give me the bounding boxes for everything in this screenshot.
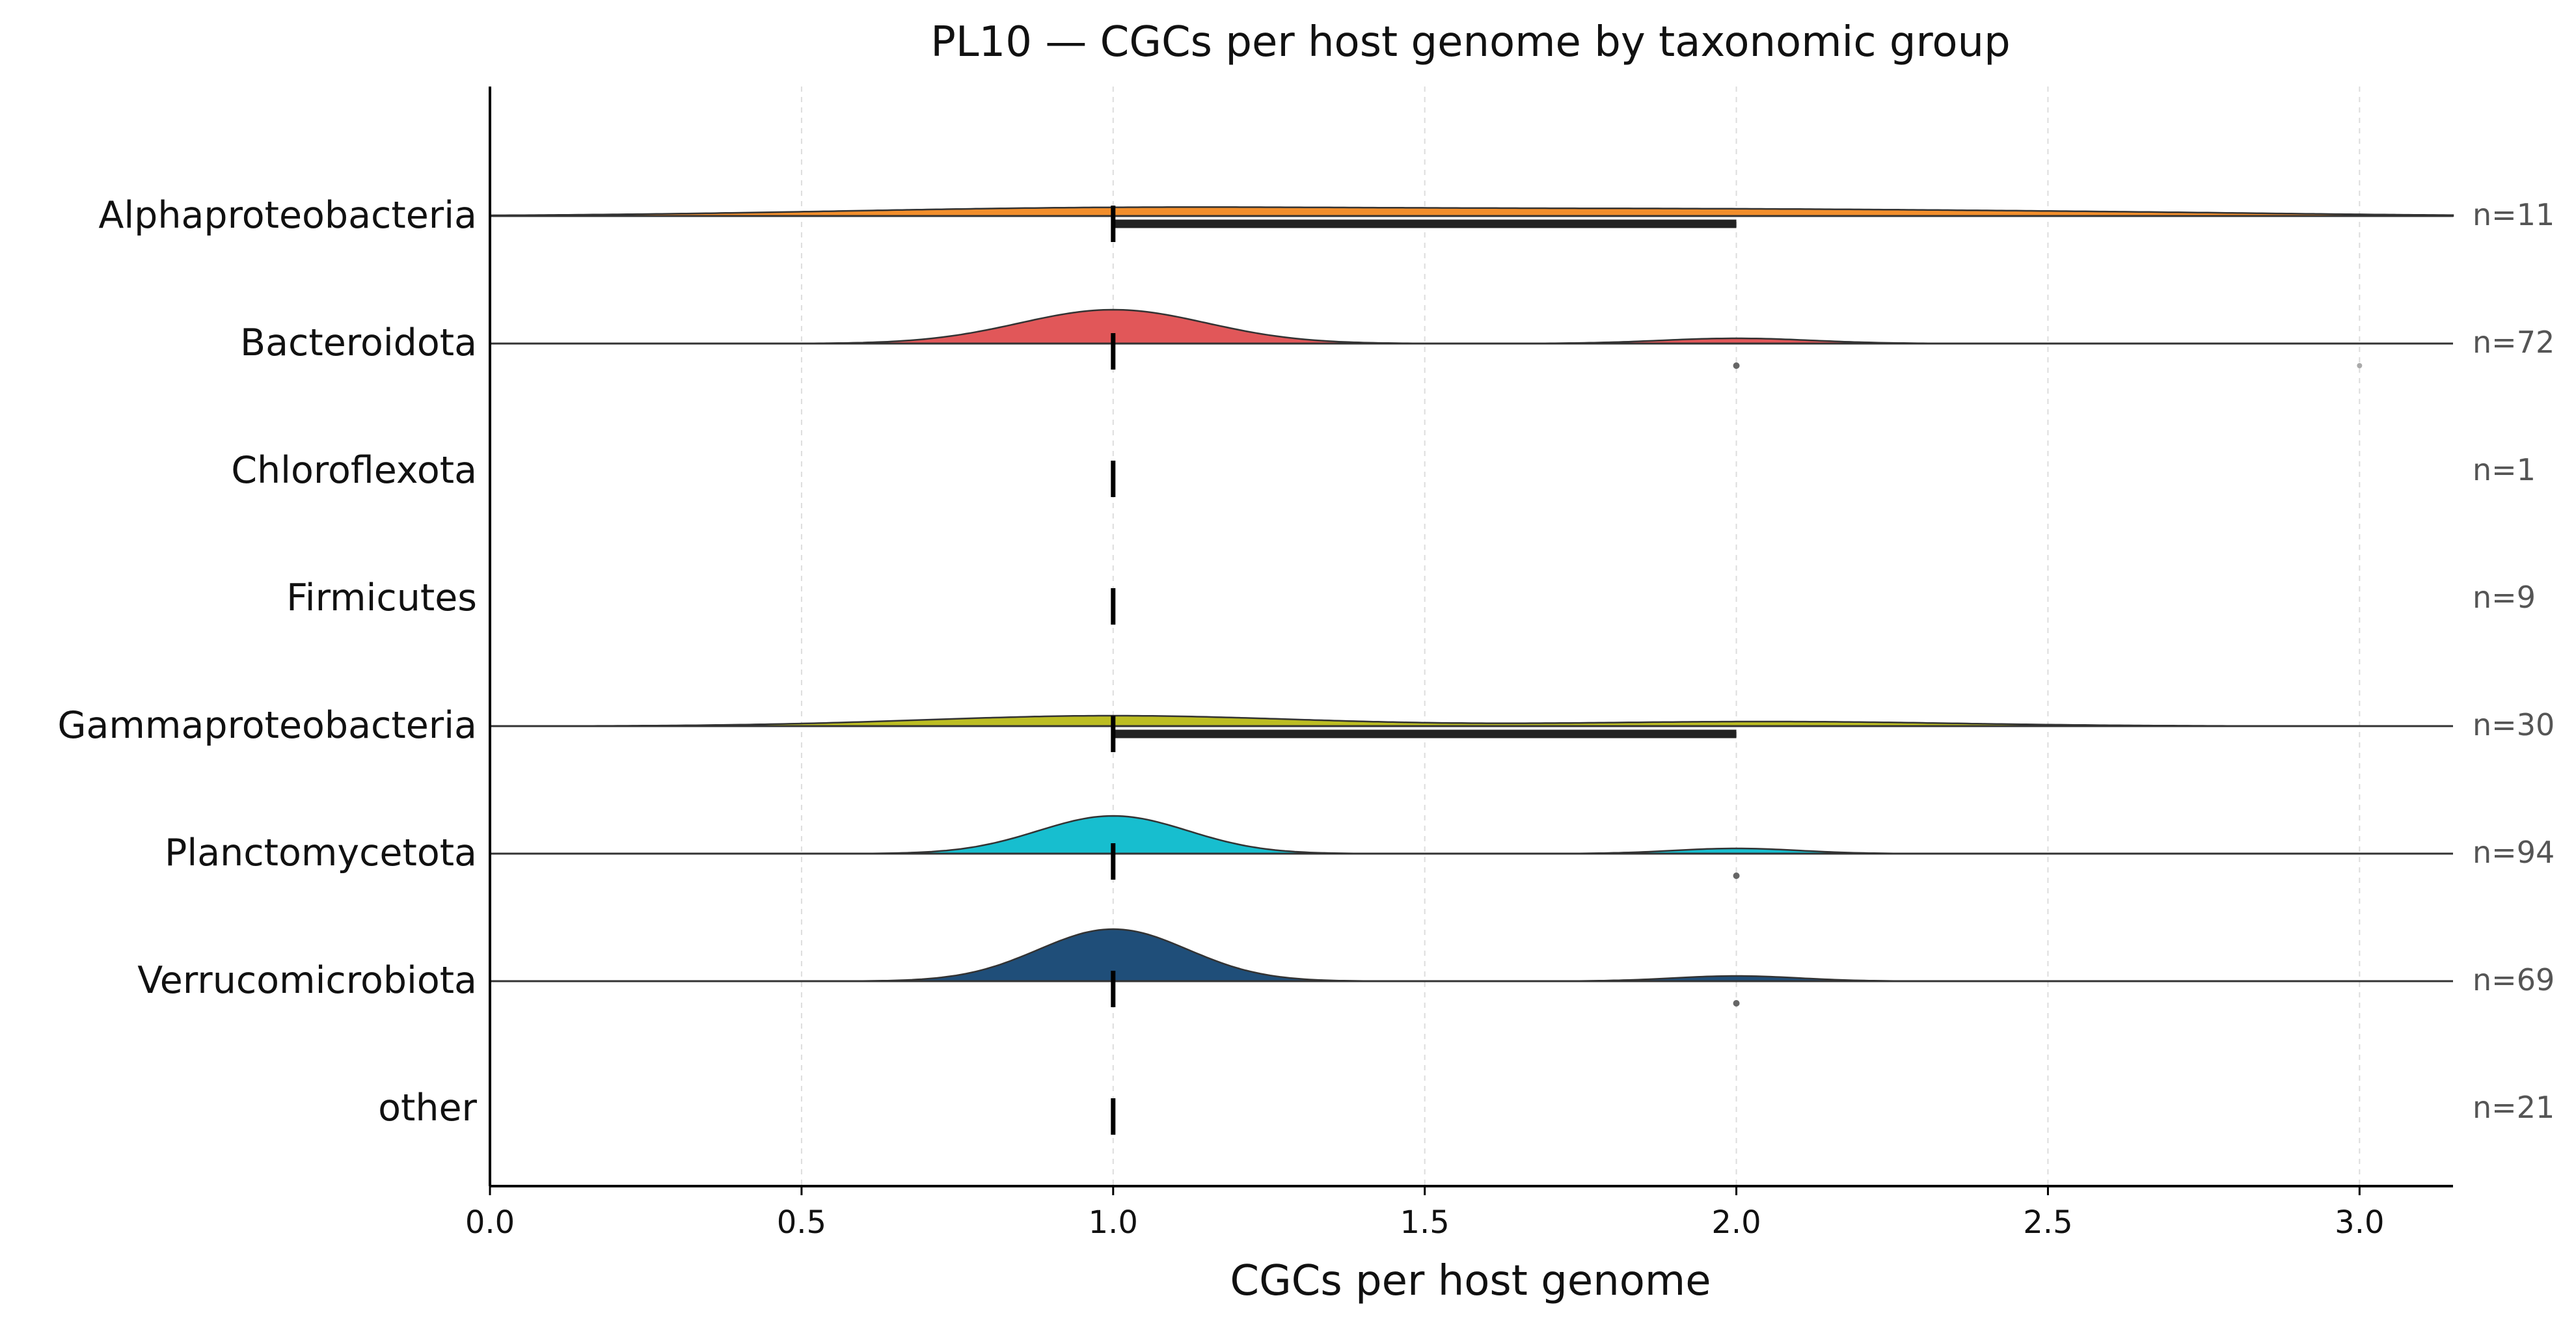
y-category-label: Alphaproteobacteria: [98, 194, 477, 237]
x-ticks: 0.0 0.5 1.0 1.5 2.0 2.5 3.0: [465, 1186, 2385, 1241]
x-tick-label: 0.5: [777, 1204, 826, 1241]
ridge-chloroflexota: Chloroflexota n=1: [231, 449, 2536, 497]
outlier-point: [2357, 363, 2363, 368]
x-tick-label: 3.0: [2335, 1204, 2384, 1241]
x-tick-label: 0.0: [465, 1204, 515, 1241]
outlier-point: [1733, 873, 1740, 879]
x-tick-label: 2.0: [1711, 1204, 1761, 1241]
x-tick-label: 2.5: [2023, 1204, 2072, 1241]
outlier-point: [1733, 362, 1740, 369]
y-category-label: Firmicutes: [286, 576, 477, 619]
ridge-bacteroidota: Bacteroidota n=72: [240, 308, 2555, 370]
y-category-label: Verrucomicrobiota: [137, 959, 477, 1002]
ridge-verrucomicrobiota: Verrucomicrobiota n=69: [137, 928, 2555, 1007]
n-count-label: n=94: [2473, 835, 2555, 870]
chart-title: PL10 — CGCs per host genome by taxonomic…: [930, 18, 2010, 66]
y-category-label: Chloroflexota: [231, 449, 477, 492]
outlier-point: [1733, 1000, 1740, 1007]
x-tick-label: 1.0: [1089, 1204, 1138, 1241]
n-count-label: n=1: [2473, 452, 2536, 487]
n-count-label: n=11: [2473, 197, 2555, 232]
ridge-planctomycetota: Planctomycetota n=94: [165, 815, 2555, 880]
density-area: [489, 714, 2453, 727]
y-category-label: other: [378, 1087, 477, 1130]
density-area: [489, 206, 2454, 217]
n-count-label: n=21: [2473, 1090, 2555, 1125]
ridge-other: other n=21: [378, 1087, 2555, 1135]
n-count-label: n=69: [2473, 962, 2555, 997]
y-category-label: Bacteroidota: [240, 321, 477, 364]
ridge-firmicutes: Firmicutes n=9: [286, 576, 2536, 625]
ridge-alphaproteobacteria: Alphaproteobacteria n=11: [98, 194, 2555, 242]
density-area: [490, 308, 2453, 345]
density-area: [490, 815, 2453, 855]
ridge-series: Alphaproteobacteria n=11 Bacteroidota n=72 C…: [57, 194, 2555, 1135]
n-count-label: n=9: [2473, 580, 2536, 615]
x-tick-label: 1.5: [1400, 1204, 1449, 1241]
y-category-label: Planctomycetota: [165, 832, 477, 874]
density-area: [490, 928, 2453, 982]
n-count-label: n=72: [2473, 325, 2555, 360]
x-axis-label: CGCs per host genome: [1230, 1257, 1711, 1305]
n-count-label: n=30: [2473, 707, 2555, 742]
ridge-gammaproteobacteria: Gammaproteobacteria n=30: [57, 704, 2555, 752]
vertical-grid: [489, 87, 2361, 1186]
y-category-label: Gammaproteobacteria: [57, 704, 477, 747]
axes: [489, 87, 2453, 1187]
